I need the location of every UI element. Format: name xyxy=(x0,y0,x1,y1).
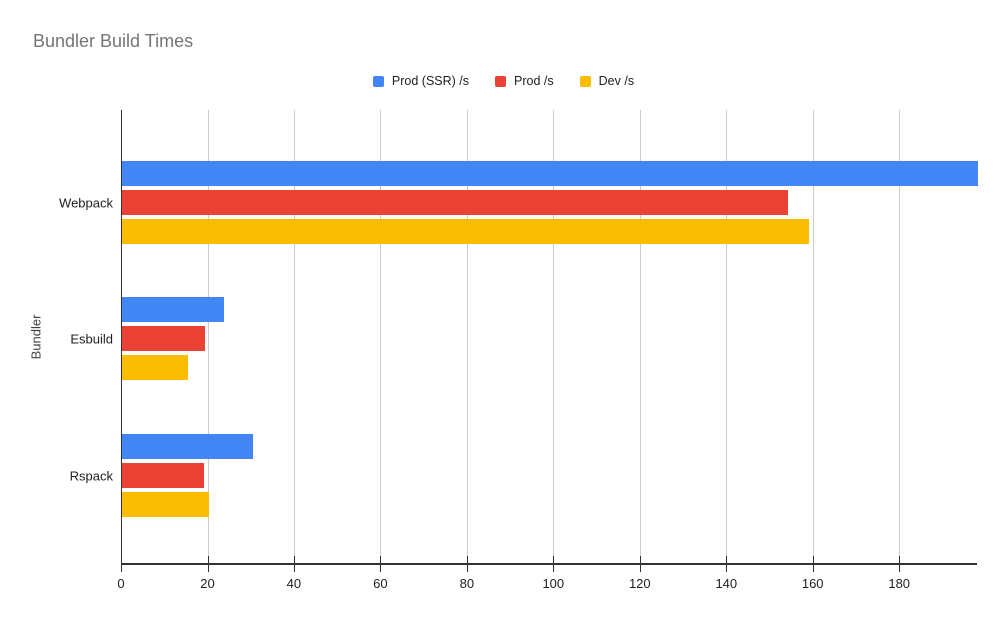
bar-group-rspack xyxy=(122,434,977,521)
x-tick-label-80: 80 xyxy=(459,576,475,591)
x-tick-0 xyxy=(121,556,122,572)
bar-group-webpack xyxy=(122,161,978,248)
gridline-100 xyxy=(553,110,555,564)
x-tick-label-60: 60 xyxy=(373,576,388,591)
y-axis-title: Bundler xyxy=(28,314,44,360)
zero-baseline xyxy=(121,110,122,564)
bar-rspack-series-2 xyxy=(122,463,204,488)
x-tick-label-140: 140 xyxy=(715,576,738,591)
gridline-160 xyxy=(812,110,814,564)
x-tick-180 xyxy=(899,556,901,572)
x-tick-20 xyxy=(207,556,209,572)
x-tick-label-40: 40 xyxy=(286,576,302,591)
x-tick-label-180: 180 xyxy=(888,576,911,591)
bar-rspack-series-3 xyxy=(122,492,209,517)
x-tick-label-100: 100 xyxy=(542,576,565,591)
bar-esbuild-series-1 xyxy=(122,297,224,322)
x-tick-label-20: 20 xyxy=(200,576,215,591)
x-tick-60 xyxy=(380,556,382,572)
plot-area xyxy=(121,110,978,564)
bar-esbuild-series-3 xyxy=(122,355,189,380)
x-tick-120 xyxy=(639,556,641,572)
legend-swatch-3 xyxy=(579,75,591,87)
gridline-60 xyxy=(380,110,382,564)
legend-item-1: Prod (SSR) /s xyxy=(372,74,470,88)
chart-title: Bundler Build Times xyxy=(33,31,194,51)
gridline-80 xyxy=(466,110,468,564)
bar-webpack-series-1 xyxy=(122,161,978,186)
gridline-140 xyxy=(726,110,728,564)
x-tick-140 xyxy=(726,556,728,572)
x-tick-40 xyxy=(293,556,295,572)
bar-rspack-series-1 xyxy=(122,434,253,459)
x-tick-160 xyxy=(812,556,814,572)
bar-esbuild-series-2 xyxy=(122,326,205,351)
bar-webpack-series-2 xyxy=(122,190,788,215)
x-tick-100 xyxy=(553,556,555,572)
x-tick-label-0: 0 xyxy=(117,576,125,591)
legend-item-3: Dev /s xyxy=(579,74,635,88)
legend: Prod (SSR) /s Prod /s Dev /s xyxy=(0,71,1007,91)
legend-label-2: Prod /s xyxy=(514,74,554,88)
gridline-20 xyxy=(207,110,209,564)
category-label-esbuild: Esbuild xyxy=(70,331,113,346)
legend-swatch-2 xyxy=(495,75,507,87)
x-tick-label-120: 120 xyxy=(628,576,651,591)
legend-label-1: Prod (SSR) /s xyxy=(391,74,470,88)
x-axis-line xyxy=(121,563,977,565)
gridline-120 xyxy=(639,110,641,564)
legend-item-2: Prod /s xyxy=(495,74,554,88)
x-tick-label-160: 160 xyxy=(801,576,824,591)
category-label-rspack: Rspack xyxy=(69,468,113,483)
x-tick-80 xyxy=(466,556,468,572)
bar-webpack-series-3 xyxy=(122,219,810,244)
legend-label-3: Dev /s xyxy=(598,74,635,88)
category-label-webpack: Webpack xyxy=(59,195,113,210)
gridline-40 xyxy=(293,110,295,564)
legend-swatch-1 xyxy=(372,75,384,87)
bar-group-esbuild xyxy=(122,297,977,384)
gridline-180 xyxy=(899,110,901,564)
